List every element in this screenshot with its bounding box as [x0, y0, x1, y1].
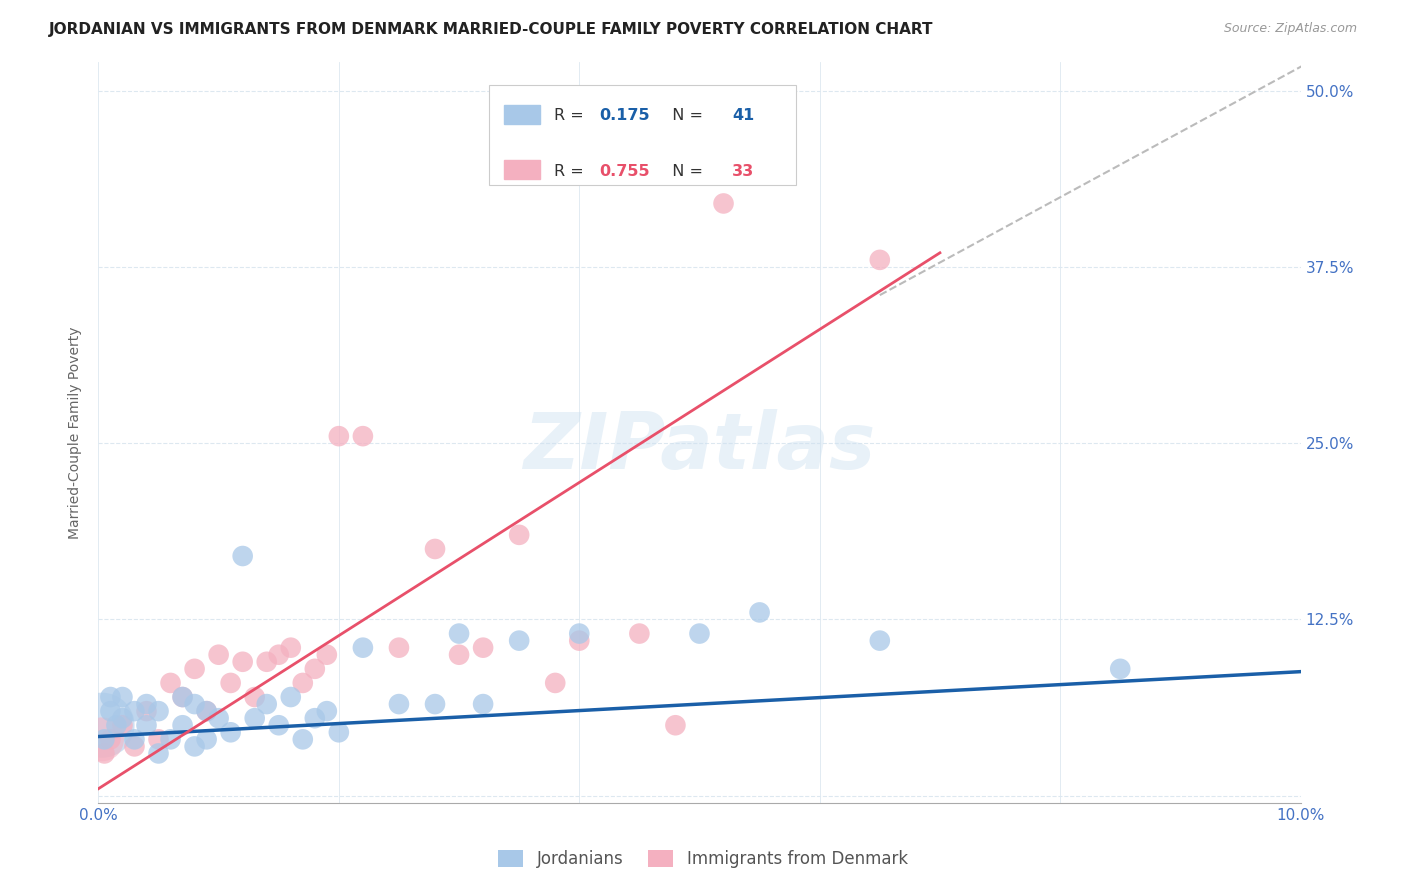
Legend: Jordanians, Immigrants from Denmark: Jordanians, Immigrants from Denmark: [492, 843, 914, 875]
Point: [124, 739, 146, 754]
Point: [243, 690, 266, 704]
Point: [280, 640, 302, 655]
Point: [388, 697, 411, 711]
Point: [135, 704, 157, 718]
Point: [869, 633, 891, 648]
Text: 41: 41: [733, 108, 754, 123]
Text: 33: 33: [733, 164, 754, 178]
Point: [568, 626, 591, 640]
Point: [159, 676, 181, 690]
Point: [183, 662, 205, 676]
Point: [148, 732, 170, 747]
Point: [304, 711, 326, 725]
Point: [280, 690, 302, 704]
Point: [291, 676, 314, 690]
Y-axis label: Married-Couple Family Poverty: Married-Couple Family Poverty: [69, 326, 83, 539]
Point: [105, 718, 128, 732]
Point: [352, 640, 374, 655]
Point: [172, 690, 194, 704]
Point: [195, 704, 218, 718]
Point: [423, 697, 446, 711]
Point: [472, 640, 495, 655]
Bar: [503, 104, 540, 123]
Point: [243, 711, 266, 725]
Point: [388, 640, 411, 655]
Point: [148, 704, 170, 718]
Point: [544, 676, 567, 690]
Point: [304, 662, 326, 676]
Text: N =: N =: [662, 108, 709, 123]
Point: [315, 704, 337, 718]
Text: R =: R =: [554, 108, 589, 123]
Point: [93, 747, 115, 761]
Point: [135, 697, 157, 711]
Point: [472, 697, 495, 711]
Point: [869, 252, 891, 267]
Point: [664, 718, 686, 732]
Point: [124, 732, 146, 747]
Text: R =: R =: [554, 164, 589, 178]
Point: [291, 732, 314, 747]
FancyBboxPatch shape: [489, 85, 796, 185]
Point: [135, 718, 157, 732]
Point: [568, 633, 591, 648]
Text: Source: ZipAtlas.com: Source: ZipAtlas.com: [1223, 22, 1357, 36]
Point: [172, 690, 194, 704]
Point: [267, 718, 290, 732]
Point: [232, 655, 254, 669]
Point: [219, 725, 242, 739]
Text: N =: N =: [662, 164, 709, 178]
Point: [172, 718, 194, 732]
Text: ZIPatlas: ZIPatlas: [523, 409, 876, 485]
Point: [124, 704, 146, 718]
Point: [256, 697, 278, 711]
Point: [232, 549, 254, 563]
Point: [1109, 662, 1132, 676]
Text: 0.755: 0.755: [600, 164, 651, 178]
Point: [713, 196, 735, 211]
Point: [183, 697, 205, 711]
Point: [689, 626, 711, 640]
Point: [256, 655, 278, 669]
Point: [100, 732, 122, 747]
Point: [195, 704, 218, 718]
Point: [111, 690, 134, 704]
Point: [352, 429, 374, 443]
Point: [93, 732, 115, 747]
Text: 0.175: 0.175: [600, 108, 651, 123]
Point: [100, 690, 122, 704]
Point: [91, 718, 114, 732]
Point: [447, 626, 470, 640]
Point: [111, 718, 134, 732]
Point: [508, 633, 530, 648]
Point: [91, 732, 114, 747]
Point: [219, 676, 242, 690]
Text: JORDANIAN VS IMMIGRANTS FROM DENMARK MARRIED-COUPLE FAMILY POVERTY CORRELATION C: JORDANIAN VS IMMIGRANTS FROM DENMARK MAR…: [49, 22, 934, 37]
Point: [208, 711, 231, 725]
Point: [159, 732, 181, 747]
Point: [208, 648, 231, 662]
Point: [183, 739, 205, 754]
Point: [628, 626, 651, 640]
Point: [111, 711, 134, 725]
Point: [315, 648, 337, 662]
Point: [447, 648, 470, 662]
Bar: [503, 161, 540, 179]
Point: [748, 606, 770, 620]
Point: [100, 704, 122, 718]
Point: [195, 732, 218, 747]
Point: [508, 528, 530, 542]
Point: [328, 725, 350, 739]
Point: [267, 648, 290, 662]
Point: [328, 429, 350, 443]
Point: [423, 541, 446, 556]
Point: [148, 747, 170, 761]
